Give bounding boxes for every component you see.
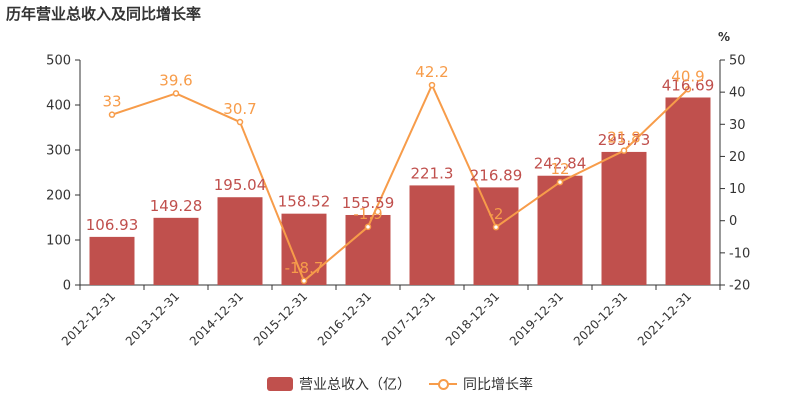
line-value-label: 30.7 xyxy=(223,100,256,118)
line-layer xyxy=(108,81,692,285)
x-tick-label: 2021-12-31 xyxy=(635,289,694,348)
bar-value-label: 216.89 xyxy=(470,166,523,184)
line-point[interactable] xyxy=(428,81,436,89)
x-tick-label: 2020-12-31 xyxy=(571,289,630,348)
right-tick-label: 40 xyxy=(729,86,746,101)
bar[interactable] xyxy=(473,187,519,285)
bar[interactable] xyxy=(409,185,455,285)
line-point[interactable] xyxy=(172,90,180,97)
line-point[interactable] xyxy=(108,111,116,118)
bar[interactable] xyxy=(89,236,135,285)
chart-title: 历年营业总收入及同比增长率 xyxy=(6,5,202,23)
line-point[interactable] xyxy=(236,118,244,126)
legend: 营业总收入（亿） 同比增长率 xyxy=(0,372,800,396)
line-point[interactable] xyxy=(620,147,628,154)
bar-value-label: 149.28 xyxy=(150,197,203,215)
legend-item-growth[interactable]: 同比增长率 xyxy=(429,374,533,394)
line-point[interactable] xyxy=(364,223,372,231)
right-axis-unit: % xyxy=(718,30,730,44)
bars-layer xyxy=(89,97,711,285)
bar-value-label: 416.69 xyxy=(662,76,715,94)
bar[interactable] xyxy=(281,213,327,285)
bar[interactable] xyxy=(217,197,263,285)
line-value-label: -1.9 xyxy=(353,205,382,223)
line-value-label: 42.2 xyxy=(415,63,448,81)
right-tick-label: -10 xyxy=(729,246,750,261)
legend-line-swatch xyxy=(429,377,457,391)
line-value-label: 12 xyxy=(550,160,569,178)
x-tick-label: 2016-12-31 xyxy=(315,289,374,348)
line-point[interactable] xyxy=(300,277,308,285)
right-tick-label: 20 xyxy=(729,150,746,165)
bar[interactable] xyxy=(537,175,583,285)
line-point[interactable] xyxy=(684,86,692,93)
legend-item-revenue[interactable]: 营业总收入（亿） xyxy=(267,374,411,394)
x-tick-label: 2015-12-31 xyxy=(251,289,310,348)
line-value-label: 39.6 xyxy=(159,71,192,89)
right-tick-label: 10 xyxy=(729,182,746,197)
bar-value-label: 242.84 xyxy=(534,155,587,173)
left-tick-label: 100 xyxy=(46,234,71,249)
line-value-label: -18.7 xyxy=(285,259,324,277)
left-tick-label: 400 xyxy=(46,99,71,114)
bar[interactable] xyxy=(665,97,711,285)
bar-value-label: 295.73 xyxy=(598,131,651,149)
line-value-label: 21.8 xyxy=(607,129,640,147)
bar-value-label: 106.93 xyxy=(86,216,139,234)
line-point[interactable] xyxy=(492,223,500,231)
right-tick-label: 50 xyxy=(729,54,746,69)
x-tick-label: 2013-12-31 xyxy=(123,289,182,348)
bar[interactable] xyxy=(153,217,199,285)
bar[interactable] xyxy=(601,151,647,285)
x-tick-label: 2017-12-31 xyxy=(379,289,438,348)
line-value-label: 40.9 xyxy=(671,67,704,85)
line-point[interactable] xyxy=(556,178,564,186)
right-tick-label: 0 xyxy=(729,214,737,229)
x-tick-label: 2012-12-31 xyxy=(59,289,118,348)
bar-value-label: 155.59 xyxy=(342,194,395,212)
legend-label-growth: 同比增长率 xyxy=(463,377,533,393)
bar-value-label: 158.52 xyxy=(278,193,331,211)
line-value-label: 33 xyxy=(102,93,121,111)
left-tick-label: 300 xyxy=(46,144,71,159)
right-tick-label: -20 xyxy=(729,279,750,294)
x-tick-label: 2018-12-31 xyxy=(443,289,502,348)
left-tick-label: 500 xyxy=(46,54,71,69)
right-tick-label: 30 xyxy=(729,118,746,133)
x-tick-label: 2019-12-31 xyxy=(507,289,566,348)
left-tick-label: 0 xyxy=(63,279,71,294)
line-value-label: -2 xyxy=(489,205,504,223)
legend-label-revenue: 营业总收入（亿） xyxy=(299,377,411,393)
bar-value-label: 195.04 xyxy=(214,176,267,194)
x-tick-label: 2014-12-31 xyxy=(187,289,246,348)
bar-value-label: 221.3 xyxy=(411,164,454,182)
growth-line xyxy=(111,82,689,283)
labels-layer: 106.93 149.28 195.04 158.52 155.59 221.3 216.8… xyxy=(86,63,715,277)
left-tick-label: 200 xyxy=(46,189,71,204)
legend-bar-swatch xyxy=(267,377,293,391)
